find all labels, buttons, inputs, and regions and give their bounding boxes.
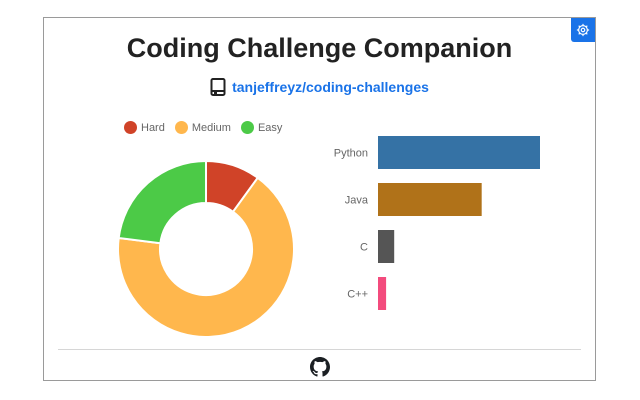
bar-cpp[interactable] (378, 277, 387, 310)
legend-item-hard[interactable]: Hard (124, 121, 165, 134)
bar-label-c: C (360, 242, 368, 254)
github-icon[interactable] (310, 357, 330, 377)
bar-python[interactable] (378, 136, 540, 169)
legend-swatch-medium (174, 121, 188, 134)
page-title: Coding Challenge Companion (126, 33, 513, 63)
book-icon (210, 78, 226, 96)
legend-label-hard: Hard (141, 121, 165, 134)
legend-item-easy[interactable]: Easy (240, 121, 283, 134)
language-chart: Python Java C C++ (314, 128, 584, 328)
settings-button[interactable] (571, 18, 595, 42)
footer-divider (58, 349, 581, 350)
donut-svg (117, 159, 295, 336)
difficulty-chart: Hard Medium Easy (104, 121, 304, 336)
bar-c[interactable] (378, 230, 395, 263)
bar-java[interactable] (378, 183, 482, 216)
repo-row: tanjeffreyz/coding-challenges (44, 78, 595, 96)
donut-slice-medium[interactable] (117, 176, 295, 336)
legend-swatch-hard (124, 121, 137, 134)
difficulty-legend: Hard Medium Easy (124, 121, 282, 134)
bar-label-java: Java (345, 195, 369, 207)
legend-label-medium: Medium (191, 121, 231, 134)
legend-swatch-easy (240, 121, 254, 134)
gear-icon (576, 23, 590, 37)
legend-item-medium[interactable]: Medium (174, 121, 231, 134)
legend-label-easy: Easy (257, 121, 283, 134)
repo-link[interactable]: tanjeffreyz/coding-challenges (232, 79, 429, 95)
donut-slice-easy[interactable] (117, 159, 207, 245)
bar-label-python: Python (334, 148, 368, 160)
challenge-card: Coding Challenge Companion tanjeffreyz/c… (43, 17, 596, 381)
bar-label-cpp: C++ (347, 289, 368, 301)
bar-svg: Python Java C C++ (334, 136, 540, 310)
